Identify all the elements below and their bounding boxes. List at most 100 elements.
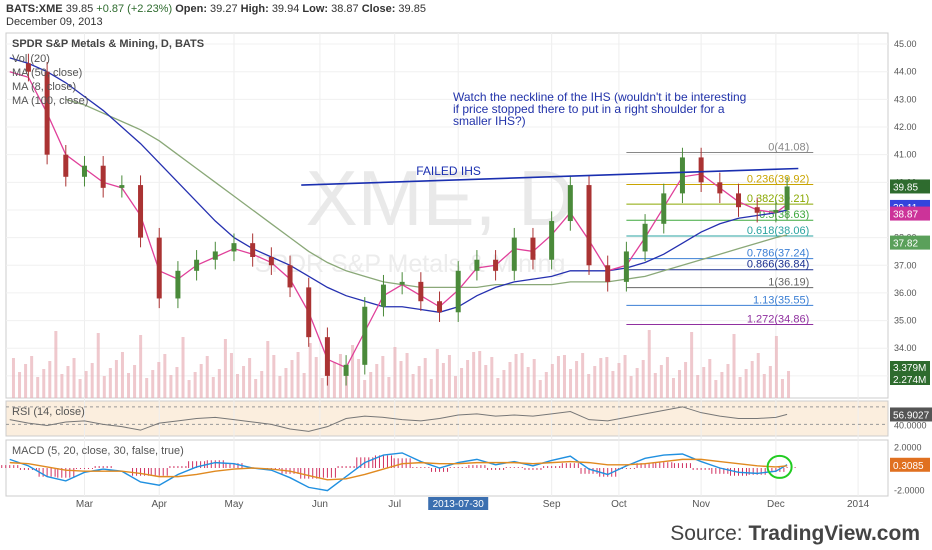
candle-body <box>474 259 480 271</box>
candle-body <box>194 259 200 271</box>
candle-body <box>250 243 256 257</box>
volume-bar <box>478 351 482 398</box>
candle-body <box>25 63 31 72</box>
indicator-label: MA (50, close) <box>12 67 82 79</box>
volume-bar <box>647 330 651 398</box>
volume-bar <box>744 369 748 398</box>
volume-bar <box>223 339 227 398</box>
y-tick-label: 35.00 <box>894 316 917 326</box>
close-value: 39.85 <box>398 3 426 15</box>
candle-body <box>642 223 648 252</box>
volume-bar <box>623 355 627 398</box>
volume-bar <box>66 366 70 398</box>
date-label: December 09, 2013 <box>6 16 103 28</box>
candle-body <box>81 165 87 177</box>
x-tick-label: Jul <box>388 499 401 510</box>
volume-bar <box>665 357 669 398</box>
x-tick-label: Mar <box>76 499 94 510</box>
x-tick-label: May <box>225 499 244 510</box>
volume-bar <box>387 377 391 398</box>
source-brand: TradingView.com <box>748 522 920 545</box>
volume-bar <box>175 367 179 398</box>
volume-bar <box>780 379 784 398</box>
volume-bar <box>411 374 415 398</box>
volume-bar <box>18 372 22 398</box>
volume-bar <box>308 343 312 398</box>
fib-level-label: 0.236(39.92) <box>747 174 809 186</box>
volume-bar <box>326 370 330 398</box>
x-tick-label: Nov <box>692 499 710 510</box>
rsi-line <box>9 406 788 432</box>
price-panel <box>5 32 889 399</box>
chart-title: SPDR S&P Metals & Mining, D, BATS <box>12 38 204 50</box>
volume-bar <box>702 367 706 398</box>
x-tick-label: 2014 <box>847 499 870 510</box>
volume-bar <box>599 358 603 398</box>
volume-bar <box>569 369 573 398</box>
y-tick-label: 43.00 <box>894 94 917 104</box>
candle-body <box>437 301 443 313</box>
volume-bar <box>659 365 663 398</box>
macd-tick-label: -2.0000 <box>894 486 925 496</box>
y-tick-label: 34.00 <box>894 343 917 353</box>
rsi-level-label: 40.0000 <box>894 420 927 430</box>
volume-bar <box>375 364 379 398</box>
candle-body <box>399 281 405 285</box>
volume-bar <box>684 362 688 398</box>
volume-bar <box>120 352 124 398</box>
fib-level-label: 1.13(35.55) <box>753 294 809 306</box>
fib-level-label: 0.618(38.06) <box>747 225 809 237</box>
candle-body <box>119 185 125 188</box>
candle-body <box>736 193 742 208</box>
candle-body <box>679 157 685 194</box>
fib-level-label: 1.272(34.86) <box>747 313 809 325</box>
volume-bar <box>284 368 288 398</box>
volume-bar <box>187 380 191 398</box>
volume-bar <box>520 353 524 398</box>
volume-bar <box>369 372 373 398</box>
volume-bar <box>447 355 451 398</box>
candle-body <box>493 259 499 271</box>
y-tick-label: 45.00 <box>894 39 917 49</box>
volume-bar <box>605 357 609 398</box>
candle-body <box>156 237 162 299</box>
volume-bar <box>332 362 336 398</box>
candle-body <box>567 185 573 222</box>
candle-body <box>455 270 461 313</box>
volume-bar <box>472 352 476 398</box>
price-badge <box>890 179 930 194</box>
volume-bar <box>466 360 470 398</box>
annotation-text: if price stopped there to put in a right… <box>453 102 725 116</box>
volume-bar <box>157 362 161 398</box>
volume-bar <box>405 353 409 398</box>
candle-body <box>63 154 69 177</box>
volume-bar <box>538 380 542 398</box>
volume-bar <box>556 356 560 398</box>
volume-bar <box>399 361 403 398</box>
candle-body <box>231 243 237 252</box>
volume-bar <box>181 337 185 398</box>
volume-bar <box>423 358 427 398</box>
volume-bar <box>78 379 82 398</box>
volume-bar <box>205 356 209 398</box>
candle-body <box>175 270 181 299</box>
volume-bar <box>581 353 585 398</box>
volume-bar <box>381 356 385 398</box>
volume-bar <box>762 374 766 398</box>
volume-bar <box>720 372 724 398</box>
candle-body <box>138 185 144 238</box>
macd-line <box>9 452 788 492</box>
volume-bar <box>199 364 203 398</box>
volume-bar <box>453 376 457 398</box>
volume-bar <box>24 364 28 398</box>
open-label: Open: <box>175 3 207 15</box>
low-value: 38.87 <box>331 3 359 15</box>
volume-bar <box>714 380 718 398</box>
volume-bar <box>320 378 324 398</box>
volume-bar <box>641 360 645 398</box>
volume-bar <box>96 333 100 398</box>
volume-bar <box>696 375 700 398</box>
volume-bar <box>544 372 548 398</box>
candle-body <box>268 256 274 266</box>
